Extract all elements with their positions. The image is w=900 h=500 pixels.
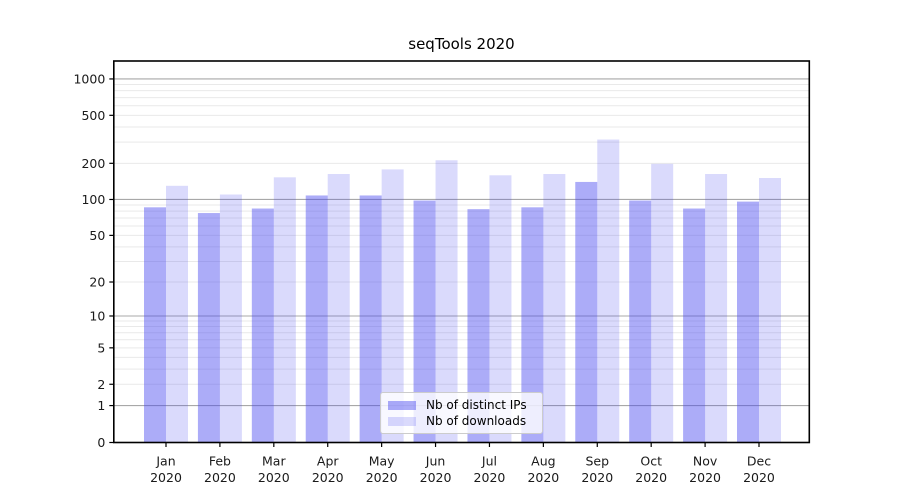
bar-downloads-jul <box>489 175 512 443</box>
legend-item-downloads: Nb of downloads <box>388 413 534 429</box>
y-tick-label: 200 <box>81 156 105 171</box>
bar-distinct-ips-sep <box>575 181 598 443</box>
x-tick-label-year: 2020 <box>527 470 559 485</box>
bar-distinct-ips-feb <box>197 213 220 443</box>
x-tick-label-month: Aug <box>531 454 555 469</box>
legend-item-distinct-ips: Nb of distinct IPs <box>388 397 534 413</box>
bar-downloads-mar <box>273 177 296 443</box>
x-tick-label-month: Dec <box>747 454 771 469</box>
legend-label-downloads: Nb of downloads <box>426 414 527 428</box>
legend-swatch-distinct-ips <box>388 400 416 410</box>
x-tick-label-year: 2020 <box>150 470 182 485</box>
bar-downloads-apr <box>327 174 350 443</box>
x-tick-label-year: 2020 <box>581 470 613 485</box>
x-tick-label-month: Oct <box>640 454 662 469</box>
x-tick-label-year: 2020 <box>258 470 290 485</box>
bar-distinct-ips-apr <box>305 195 328 443</box>
legend-label-distinct-ips: Nb of distinct IPs <box>426 398 527 412</box>
legend: Nb of distinct IPs Nb of downloads <box>380 392 543 434</box>
x-axis: Jan2020Feb2020Mar2020Apr2020May2020Jun20… <box>150 442 775 485</box>
x-tick-label-month: Sep <box>585 454 609 469</box>
y-tick-label: 1000 <box>73 71 105 86</box>
bar-downloads-may <box>381 169 404 443</box>
x-tick-label-year: 2020 <box>204 470 236 485</box>
x-tick-label-month: Jul <box>481 454 497 469</box>
y-tick-label: 2 <box>97 377 105 392</box>
x-tick-label-month: Mar <box>262 454 286 469</box>
y-axis: 0 1 2 5 10 20 50 100 200 500 1000 <box>73 71 114 450</box>
x-tick-label-year: 2020 <box>689 470 721 485</box>
bar-distinct-ips-may <box>359 195 382 443</box>
x-tick-label-month: Nov <box>693 454 718 469</box>
bar-downloads-feb <box>219 194 242 443</box>
bar-downloads-sep <box>597 139 620 443</box>
y-tick-label: 20 <box>89 275 105 290</box>
bar-distinct-ips-jun <box>413 200 436 443</box>
bar-downloads-jun <box>435 160 458 443</box>
y-tick-label: 500 <box>81 108 105 123</box>
bar-distinct-ips-nov <box>683 208 706 443</box>
bar-distinct-ips-oct <box>629 200 652 443</box>
bar-downloads-jan <box>166 185 188 443</box>
x-tick-label-year: 2020 <box>743 470 775 485</box>
bar-distinct-ips-jan <box>144 207 166 443</box>
bars <box>144 139 781 443</box>
x-tick-label-month: Jun <box>425 454 446 469</box>
x-tick-label-year: 2020 <box>635 470 667 485</box>
plot-border <box>113 60 811 444</box>
y-tick-label: 5 <box>97 340 105 355</box>
bar-distinct-ips-dec <box>736 201 759 443</box>
minor-gridlines <box>113 83 810 385</box>
x-tick-label-month: Feb <box>209 454 231 469</box>
y-tick-label: 0 <box>97 435 105 450</box>
x-tick-label-month: Jan <box>155 454 175 469</box>
bar-downloads-dec <box>758 177 781 443</box>
bar-distinct-ips-aug <box>521 207 544 443</box>
bar-downloads-oct <box>651 163 674 443</box>
x-tick-label-year: 2020 <box>474 470 506 485</box>
x-tick-label-year: 2020 <box>366 470 398 485</box>
bar-downloads-nov <box>705 174 728 443</box>
x-tick-label-month: May <box>369 454 395 469</box>
x-tick-label-year: 2020 <box>312 470 344 485</box>
y-tick-label: 1 <box>97 398 105 413</box>
bar-distinct-ips-mar <box>251 208 274 443</box>
chart-title: seqTools 2020 <box>408 35 515 53</box>
legend-swatch-downloads <box>388 416 416 426</box>
y-tick-label: 50 <box>89 228 105 243</box>
bar-distinct-ips-jul <box>467 209 490 443</box>
y-tick-label: 100 <box>81 192 105 207</box>
x-tick-label-month: Apr <box>317 454 339 469</box>
x-tick-label-year: 2020 <box>420 470 452 485</box>
y-tick-label: 10 <box>89 308 105 323</box>
bar-downloads-aug <box>543 174 566 443</box>
